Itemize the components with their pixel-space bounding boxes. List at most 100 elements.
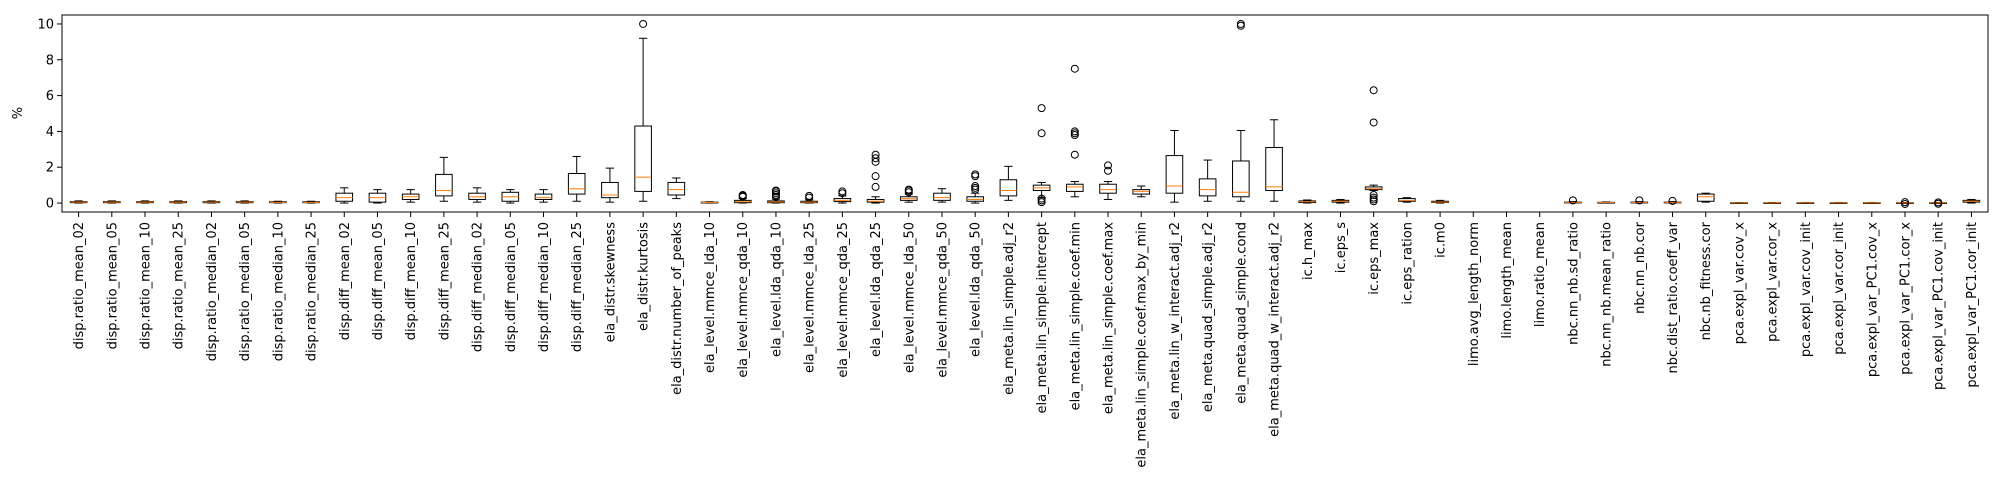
box-47 [1630, 196, 1649, 205]
box-28 [999, 165, 1018, 201]
outlier-point [738, 190, 747, 199]
box-31 [1099, 161, 1117, 200]
x-tick-label: nbc.nn_nb.mean_ratio [1600, 222, 1615, 367]
outlier-point [771, 186, 780, 195]
box-16 [601, 167, 619, 203]
x-tick-label: nbc.nb_fitness.cor [1699, 221, 1714, 340]
x-tick-label: ic.eps_max [1367, 222, 1382, 295]
box-23 [833, 187, 852, 204]
plot-area [61, 14, 1989, 213]
box-21 [767, 186, 785, 204]
box-53 [1829, 202, 1848, 204]
outlier-point [838, 187, 847, 196]
x-tick-label: ic.eps_s [1334, 222, 1349, 273]
x-tick-label: nbc.nn_nb.sd_ratio [1566, 222, 1581, 345]
outlier-point [639, 19, 648, 28]
box-14 [534, 189, 553, 203]
box-12 [468, 187, 486, 203]
box-34 [1198, 159, 1217, 202]
box-33 [1165, 130, 1184, 203]
box-5 [235, 200, 254, 204]
outlier-point [871, 150, 880, 159]
box-8 [335, 187, 354, 204]
x-tick-label: disp.diff_mean_02 [338, 222, 353, 340]
x-tick-label: ic.eps_ration [1400, 222, 1415, 305]
box-19 [700, 201, 719, 204]
x-tick-label: disp.ratio_mean_25 [172, 222, 187, 349]
outlier-point [971, 170, 980, 179]
x-tick-label: disp.diff_median_05 [504, 222, 519, 352]
outlier-point [1236, 19, 1245, 28]
box-body [601, 181, 619, 199]
x-tick-label: disp.diff_median_02 [471, 222, 486, 352]
x-tick-label: ela_meta.lin_simple.coef.max_by_min [1135, 222, 1150, 468]
x-tick-label: pca.expl_var.cov_x [1732, 222, 1747, 345]
box-11 [435, 156, 453, 202]
outlier-point [971, 182, 980, 191]
box-0 [69, 200, 88, 204]
outlier-point [1934, 199, 1943, 208]
box-55 [1896, 198, 1914, 208]
box-24 [866, 150, 885, 204]
box-1 [103, 200, 121, 204]
box-54 [1862, 202, 1881, 204]
box-56 [1929, 198, 1947, 208]
box-57 [1962, 198, 1981, 204]
x-tick-label: disp.ratio_mean_05 [105, 222, 120, 349]
box-26 [933, 188, 951, 203]
y-tick-label: 4 [46, 125, 54, 140]
box-38 [1331, 198, 1350, 204]
y-tick-label: 2 [46, 161, 54, 176]
x-tick-label: pca.expl_var.cov_init [1799, 222, 1814, 357]
y-axis: 0 2 4 6 8 10 [37, 17, 62, 212]
box-49 [1696, 192, 1715, 203]
x-tick-label: ela_meta.lin_simple.adj_r2 [1002, 222, 1017, 395]
box-30 [1066, 64, 1084, 198]
box-body [435, 173, 453, 197]
y-tick-label: 0 [46, 197, 54, 212]
box-4 [202, 200, 221, 204]
x-tick-label: ela_level.mmce_lda_50 [902, 222, 917, 373]
x-tick-label: pca.expl_var.cor_init [1832, 222, 1847, 355]
x-tick-label: ela_distr.skewness [603, 222, 618, 343]
x-tick-label: ela_level.mmce_lda_25 [803, 222, 818, 373]
box-36 [1265, 119, 1283, 202]
x-tick-label: ela_level.lda_qda_50 [969, 222, 984, 357]
x-tick-label: nbc.dist_ratio.coeff_var [1666, 221, 1681, 373]
x-tick-label: ela_level.mmce_lda_10 [703, 222, 718, 373]
x-tick-label: ela_level.lda_qda_25 [869, 222, 884, 357]
outlier-point [805, 191, 814, 200]
outlier-point [1104, 166, 1113, 175]
x-tick-label: ela_level.mmce_qda_10 [736, 222, 751, 378]
outlier-point [871, 172, 880, 181]
x-tick-label: ic.h_max [1301, 222, 1316, 280]
x-tick-label: ela_meta.lin_w_interact.adj_r2 [1168, 222, 1183, 420]
outlier-point [871, 154, 880, 163]
x-tick-label: ela_meta.lin_simple.coef.max [1102, 222, 1117, 414]
outlier-point [1369, 86, 1378, 95]
outlier-point [1369, 193, 1378, 202]
outlier-point [1037, 104, 1046, 113]
x-tick-label: pca.expl_var_PC1.cov_x [1865, 222, 1880, 377]
box-51 [1763, 202, 1781, 204]
box-body [1066, 183, 1084, 192]
box-body [1232, 160, 1250, 198]
box-45 [1564, 196, 1582, 205]
box-29 [1032, 104, 1051, 207]
x-tick-label: disp.diff_median_10 [537, 222, 552, 352]
x-tick-label: pca.expl_var.cor_x [1766, 222, 1781, 342]
box-48 [1663, 196, 1682, 205]
box-22 [800, 191, 818, 204]
box-25 [899, 185, 918, 203]
y-tick-label: 6 [46, 89, 54, 104]
box-35 [1232, 19, 1250, 202]
box-32 [1132, 185, 1151, 198]
x-tick-label: ela_meta.lin_simple.coef.min [1068, 222, 1083, 410]
box-body [567, 172, 586, 195]
x-axis: disp.ratio_mean_02 disp.ratio_mean_05 disp… [72, 212, 1980, 468]
box-10 [401, 189, 420, 203]
x-tick-label: disp.ratio_median_25 [305, 222, 320, 361]
box-body [634, 125, 652, 192]
box-3 [169, 200, 188, 204]
boxes-group [69, 19, 1981, 208]
